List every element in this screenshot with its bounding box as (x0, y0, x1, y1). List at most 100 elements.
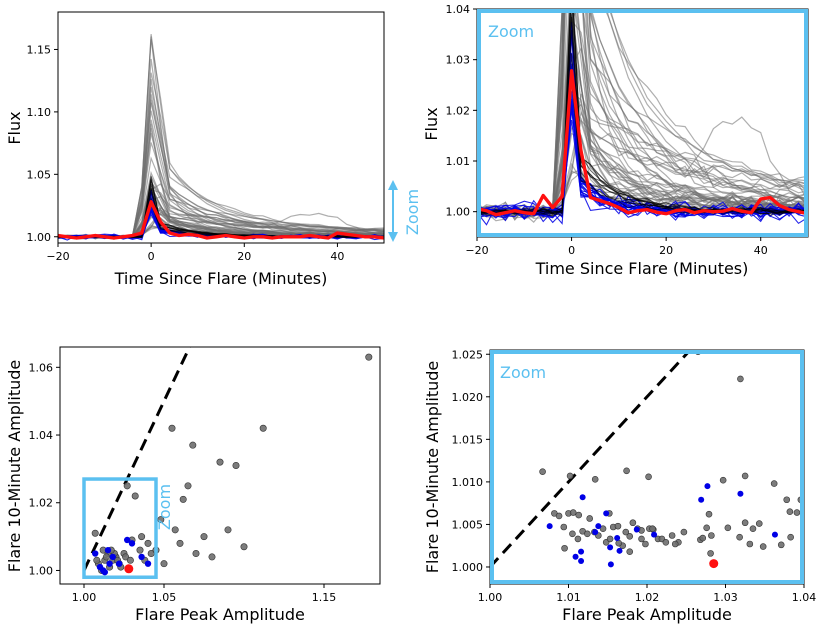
p3-blue-point (124, 536, 131, 544)
p3-zoom-label: Zoom (155, 484, 174, 530)
p3-blue-point (138, 553, 145, 561)
p4-gray-point (591, 476, 599, 483)
p4-zoom-border (490, 350, 804, 584)
p4-gray-point (724, 524, 732, 532)
p1-xtick-label: 0 (148, 250, 155, 263)
panel-bottom-right: Zoom 1.00 1.01 1.02 1.03 1.04 1.000 1.005 1.010… (423, 348, 817, 624)
p1-gray-curve (58, 102, 384, 239)
p4-blue-point (704, 483, 711, 490)
p3-ylabel: Flare 10-Minute Amplitude (5, 360, 24, 572)
p4-gray-point (569, 509, 577, 516)
p1-ylabel: Flux (5, 111, 24, 144)
p4-blue-point (607, 544, 614, 551)
p4-gray-point (719, 476, 727, 484)
p4-blue-point (737, 490, 744, 497)
p4-gray-point (737, 375, 744, 383)
p2-ytick-label: 1.04 (446, 3, 471, 16)
p3-xlabel: Flare Peak Amplitude (135, 605, 305, 624)
p4-xtick-label: 1.04 (792, 591, 817, 604)
p4-blue-point (698, 496, 705, 503)
p2-ylabel: Flux (422, 107, 441, 140)
p4-gray-point (539, 468, 546, 475)
p4-blue-point (595, 523, 602, 530)
p3-zoom-box (82, 477, 158, 579)
p3-gray-point (136, 546, 144, 554)
p4-red-point (709, 559, 719, 569)
p4-blue-point (616, 547, 623, 554)
p2-ticks: −20 0 20 40 1.00 1.01 1.02 1.03 1.04 (446, 3, 768, 257)
p4-frame (489, 349, 805, 585)
arrow-down-icon (388, 232, 398, 242)
p3-one-to-one-line (82, 347, 192, 572)
p4-one-to-one-line (490, 350, 693, 568)
p2-ytick-label: 1.03 (446, 54, 471, 67)
p4-xtick-label: 1.01 (556, 591, 581, 604)
p4-gray-point (586, 515, 593, 522)
p3-red-point (124, 564, 134, 574)
p4-gray-point (599, 525, 607, 532)
p4-gray-point (680, 528, 688, 536)
p1-xtick-label: 20 (237, 250, 251, 263)
p1-gray-curve (58, 36, 384, 239)
p3-xtick-label: 1.15 (312, 591, 337, 604)
p2-xlabel: Time Since Flare (Minutes) (535, 259, 749, 278)
p4-gray-point (575, 511, 583, 519)
p3-gray-point (126, 556, 134, 564)
p4-gray-point (707, 550, 714, 557)
p4-ytick-label: 1.025 (452, 348, 484, 361)
p4-blue-point (579, 494, 586, 501)
p4-ytick-label: 1.000 (452, 561, 484, 574)
p3-gray-point (123, 482, 131, 490)
p3-blue-point (104, 546, 112, 554)
p4-gray-point (699, 534, 707, 542)
p3-blue-point (100, 567, 107, 574)
p4-gray-point (736, 533, 743, 541)
p2-gray-curve (477, 41, 808, 217)
p3-blue-point (116, 560, 123, 567)
p4-gray-point (566, 472, 574, 480)
p4-gray-point (703, 524, 710, 532)
p2-plot-area (477, 9, 808, 226)
p1-xtick-label: −20 (46, 250, 69, 263)
p4-gray-point (642, 540, 649, 548)
p4-gray-point (626, 533, 634, 540)
p4-gray-point (626, 548, 634, 555)
p1-ytick-label: 1.10 (27, 106, 52, 119)
p1-frame (57, 11, 385, 244)
p4-blue-point (578, 558, 585, 565)
p3-blue-point (144, 560, 152, 567)
p3-gray-point (208, 553, 216, 561)
p3-gray-point (91, 529, 99, 537)
p4-points (490, 350, 804, 569)
p1-zoom-arrow (388, 180, 398, 242)
p4-gray-point (668, 532, 676, 539)
p4-gray-point (787, 533, 794, 541)
p4-gray-point (629, 519, 637, 527)
p4-xlabel: Flare Peak Amplitude (562, 605, 732, 624)
p3-plot-area (82, 347, 373, 579)
p4-zoom-label: Zoom (500, 363, 546, 382)
p4-gray-point (584, 530, 591, 538)
p3-gray-point (365, 353, 373, 361)
p4-gray-point (786, 508, 794, 515)
p4-gray-point (569, 530, 576, 538)
p4-gray-point (614, 522, 622, 530)
p3-ytick-label: 1.04 (29, 429, 54, 442)
p4-gray-point (561, 544, 568, 552)
p1-xtick-label: 40 (330, 250, 344, 263)
p3-gray-point (93, 556, 101, 564)
p4-gray-point (770, 480, 778, 487)
p3-gray-point (259, 424, 267, 432)
p4-blue-point (771, 531, 778, 538)
p4-gray-point (649, 525, 656, 532)
p4-xtick-label: 1.00 (478, 591, 503, 604)
p3-ticks: 1.00 1.05 1.15 1.00 1.02 1.04 1.06 (29, 361, 337, 604)
p3-gray-point (184, 482, 192, 490)
p2-zoom-label: Zoom (488, 22, 534, 41)
p1-ytick-label: 1.00 (27, 231, 52, 244)
p3-ytick-label: 1.02 (29, 497, 54, 510)
p3-gray-point (171, 526, 179, 534)
p4-gray-point (574, 535, 582, 543)
p3-gray-point (189, 441, 197, 449)
